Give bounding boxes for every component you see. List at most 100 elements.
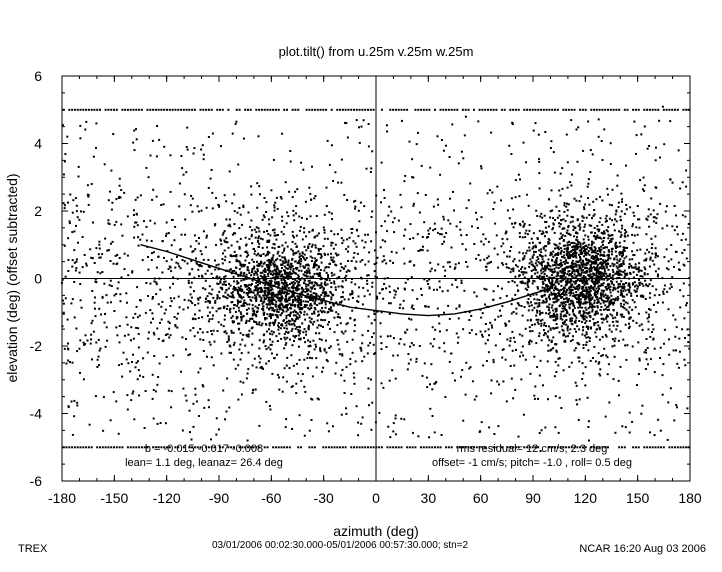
- scatter-point: [65, 362, 68, 365]
- scatter-point: [524, 287, 527, 290]
- scatter-point: [305, 217, 308, 220]
- scatter-point: [587, 294, 590, 296]
- scatter-point: [303, 253, 306, 256]
- scatter-point: [649, 213, 652, 216]
- scatter-point: [638, 218, 641, 221]
- scatter-point: [595, 278, 597, 281]
- scatter-point: [399, 303, 402, 306]
- scatter-point: [393, 231, 396, 234]
- scatter-point: [292, 289, 295, 292]
- scatter-point: [588, 292, 591, 294]
- scatter-point: [639, 275, 642, 278]
- scatter-point: [614, 288, 617, 291]
- scatter-point: [133, 225, 136, 228]
- scatter-point: [237, 302, 239, 305]
- scatter-point: [506, 209, 509, 212]
- scatter-point: [439, 330, 441, 333]
- scatter-point: [589, 337, 591, 340]
- scatter-point: [632, 211, 635, 214]
- scatter-point: [628, 411, 631, 414]
- scatter-point: [577, 273, 580, 276]
- scatter-point: [275, 196, 278, 199]
- scatter-point: [578, 299, 580, 302]
- scatter-point: [273, 204, 276, 207]
- scatter-point: [600, 293, 602, 296]
- chart-title: plot.tilt() from u.25m v.25m w.25m: [279, 44, 474, 59]
- scatter-point: [69, 361, 71, 364]
- scatter-point: [491, 191, 494, 194]
- scatter-point: [588, 259, 591, 262]
- scatter-point: [394, 417, 397, 420]
- scatter-point: [504, 358, 507, 361]
- scatter-point: [299, 263, 302, 265]
- scatter-point: [261, 302, 264, 305]
- scatter-point: [526, 282, 529, 285]
- scatter-point: [573, 307, 576, 310]
- scatter-point: [341, 368, 344, 371]
- scatter-point: [194, 387, 197, 390]
- scatter-point: [626, 272, 629, 275]
- scatter-point: [521, 220, 524, 223]
- scatter-point: [242, 381, 245, 384]
- scatter-point: [607, 305, 610, 308]
- scatter-point: [538, 310, 541, 313]
- scatter-point: [620, 292, 623, 295]
- scatter-point: [616, 324, 619, 327]
- scatter-point: [569, 340, 572, 343]
- scatter-point: [590, 267, 593, 269]
- scatter-point: [261, 246, 264, 249]
- scatter-point: [546, 360, 549, 363]
- scatter-point: [514, 179, 517, 182]
- scatter-point: [307, 289, 310, 292]
- scatter-point: [76, 404, 79, 407]
- scatter-point: [98, 364, 100, 367]
- scatter-point: [502, 380, 505, 383]
- scatter-point: [596, 228, 599, 231]
- scatter-point: [324, 306, 327, 309]
- scatter-point: [574, 295, 577, 298]
- scatter-point: [307, 353, 310, 356]
- scatter-point: [585, 333, 588, 336]
- scatter-point: [626, 234, 629, 237]
- scatter-point: [560, 263, 563, 266]
- scatter-point: [677, 261, 680, 264]
- scatter-point: [363, 355, 366, 358]
- scatter-point: [504, 324, 507, 327]
- scatter-point: [517, 289, 519, 292]
- scatter-point: [305, 330, 308, 333]
- scatter-point: [423, 362, 426, 365]
- scatter-point: [609, 257, 612, 260]
- scatter-point: [306, 367, 309, 370]
- scatter-point: [443, 240, 445, 243]
- scatter-point: [595, 198, 598, 201]
- scatter-point: [502, 263, 505, 266]
- scatter-point: [572, 295, 575, 298]
- scatter-point: [227, 224, 230, 227]
- scatter-point: [269, 408, 272, 411]
- scatter-point: [649, 431, 651, 434]
- scatter-point: [207, 136, 210, 138]
- scatter-point: [569, 234, 572, 237]
- scatter-point: [119, 300, 122, 303]
- scatter-point: [309, 345, 312, 348]
- scatter-point: [589, 248, 592, 251]
- scatter-point: [611, 268, 614, 271]
- scatter-point: [67, 359, 70, 362]
- scatter-point: [575, 238, 578, 241]
- scatter-point: [360, 422, 363, 425]
- scatter-point: [316, 304, 319, 307]
- scatter-point: [99, 347, 102, 350]
- scatter-point: [598, 297, 601, 300]
- scatter-point: [334, 171, 337, 174]
- scatter-point: [137, 346, 140, 349]
- scatter-point: [386, 130, 389, 133]
- scatter-point: [284, 241, 287, 244]
- scatter-point: [430, 267, 433, 270]
- scatter-point: [267, 275, 270, 278]
- scatter-point: [624, 246, 626, 249]
- scatter-point: [590, 247, 593, 250]
- scatter-point: [233, 210, 236, 213]
- scatter-point: [522, 271, 525, 274]
- scatter-point: [589, 149, 592, 151]
- scatter-point: [494, 318, 497, 321]
